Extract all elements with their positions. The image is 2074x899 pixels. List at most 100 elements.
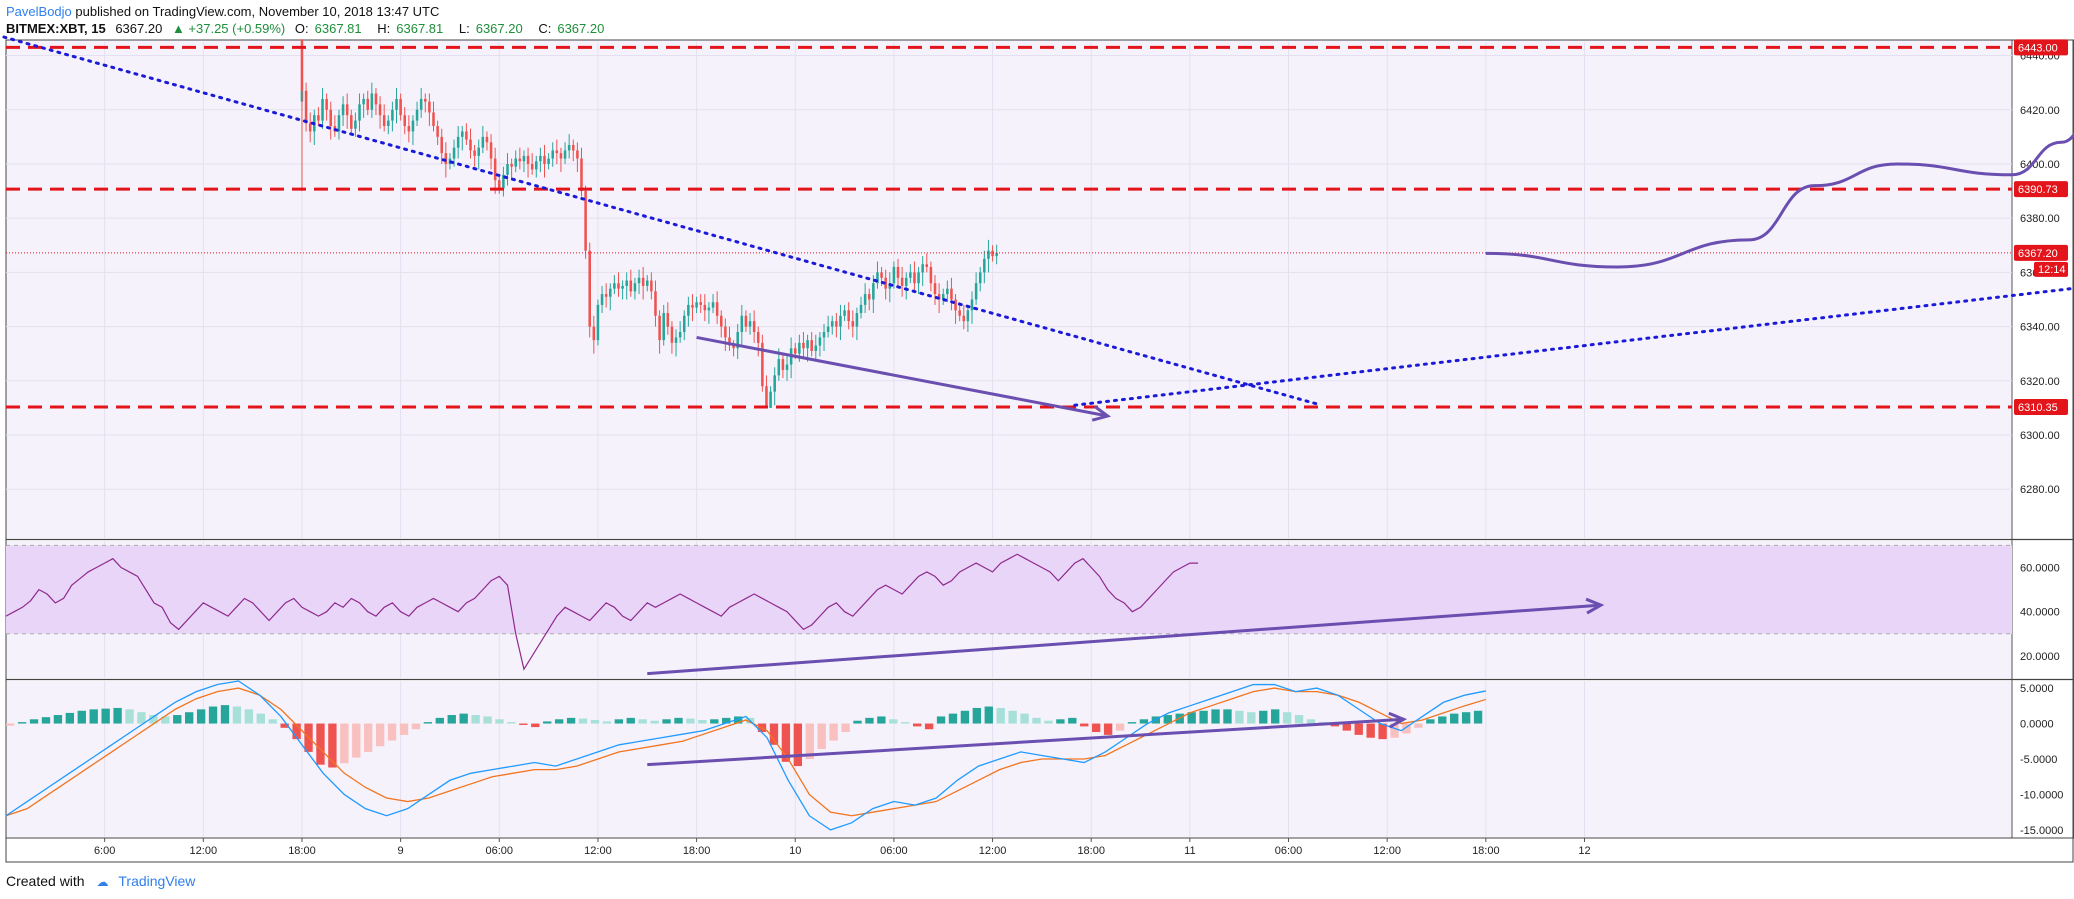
rsi-divergence-arrow-head: [1585, 597, 1605, 615]
candle-body: [666, 313, 670, 327]
y-tick-label: 6280.00: [2020, 484, 2060, 496]
rsi-divergence-arrow[interactable]: [647, 603, 1602, 676]
candle-body: [477, 147, 480, 156]
candle-body: [444, 153, 448, 164]
macd-histogram-bar: [1044, 720, 1053, 724]
macd-histogram-bar: [1223, 709, 1232, 724]
candle-body: [350, 115, 353, 129]
macd-histogram-bar: [805, 723, 814, 759]
candle-body: [654, 291, 657, 316]
candle-body: [436, 126, 439, 137]
macd-histogram-bar: [543, 721, 552, 724]
candle-body: [374, 93, 378, 105]
macd-histogram-bar: [638, 719, 647, 724]
macd-histogram-bar: [89, 709, 98, 724]
macd-histogram-bar: [411, 723, 421, 730]
candle-body: [744, 315, 748, 327]
candle-body: [921, 264, 924, 273]
macd-histogram-bar: [364, 723, 373, 752]
macd-histogram-bar: [375, 723, 385, 747]
candle-body: [863, 294, 867, 305]
x-tick-label: 18:00: [1472, 845, 1500, 857]
candle-body: [880, 272, 883, 278]
publish-text: published on TradingView.com, November 1…: [75, 4, 440, 19]
macd-histogram-bar: [340, 723, 349, 764]
candle-body: [465, 131, 468, 140]
candle-body: [970, 299, 974, 311]
macd-histogram-bar: [889, 719, 898, 724]
macd-histogram-bar: [733, 716, 743, 724]
candle-body: [378, 104, 382, 116]
candle-body: [428, 101, 431, 113]
candle-body: [851, 321, 855, 327]
y-tick-label: 6340.00: [2020, 322, 2060, 334]
candle-body: [978, 272, 982, 284]
projection-curve[interactable]: [1485, 115, 2074, 269]
candle-body: [325, 98, 328, 110]
author-link[interactable]: PavelBodjo: [6, 4, 72, 19]
x-tick-label: 12:00: [1373, 845, 1401, 857]
candle-body: [933, 283, 937, 295]
candle-body: [913, 272, 916, 284]
candle-body: [526, 155, 530, 164]
candle-body: [859, 304, 863, 314]
price-tag-label: 6443.00: [2018, 42, 2058, 54]
macd-histogram-bar: [352, 723, 361, 758]
y-tick-label: 6420.00: [2020, 105, 2060, 117]
symbol-label[interactable]: BITMEX:XBT, 15: [6, 21, 106, 36]
x-tick-label: 9: [398, 845, 404, 857]
candle-body: [555, 150, 559, 154]
macd-histogram-bar: [710, 719, 719, 724]
candle-body: [674, 337, 678, 343]
macd-histogram-bar: [1306, 719, 1316, 724]
macd-histogram-bar: [280, 723, 289, 728]
x-tick-label: 18:00: [1077, 845, 1105, 857]
candle-body: [847, 310, 850, 322]
rsi-tick-label: 20.0000: [2020, 651, 2060, 663]
candle-body: [740, 315, 744, 333]
candle-body: [909, 272, 912, 278]
candle-body: [822, 332, 826, 338]
tradingview-brand-link[interactable]: TradingView: [118, 873, 196, 889]
macd-histogram-bar: [399, 723, 409, 735]
macd-histogram-bar: [328, 723, 337, 768]
macd-histogram-bar: [566, 717, 576, 724]
candle-body: [461, 131, 464, 137]
rsi-line: [5, 553, 1199, 671]
macd-histogram-bar: [173, 715, 182, 724]
dotted-uptrend-line[interactable]: [1073, 226, 2074, 407]
macd-histogram-bar: [1282, 712, 1292, 724]
candle-body: [699, 302, 702, 305]
candle-body: [715, 302, 719, 316]
publish-info: PavelBodjo published on TradingView.com,…: [6, 4, 439, 20]
macd-histogram-bar: [1438, 716, 1447, 724]
price-divergence-arrow[interactable]: [696, 335, 1108, 418]
candle-body: [682, 315, 686, 333]
dotted-downtrend-line[interactable]: [0, 28, 1323, 407]
candle-body: [958, 310, 961, 316]
macd-histogram-bar: [1068, 717, 1077, 724]
macd-divergence-arrow[interactable]: [647, 717, 1404, 767]
price-pane: [6, 40, 2012, 538]
macd-histogram-bar: [1008, 710, 1017, 724]
price-tag-label: 6367.20: [2018, 248, 2058, 260]
last-price: 6367.20: [115, 21, 163, 36]
macd-histogram-bar: [101, 708, 110, 724]
macd-histogram-bar: [471, 715, 480, 724]
candle-body: [645, 280, 649, 286]
rsi-tick-label: 40.0000: [2020, 607, 2060, 619]
macd-histogram-bar: [41, 717, 51, 724]
footer: Created with ☁ TradingView: [6, 872, 195, 891]
macd-histogram-bar: [1354, 723, 1363, 735]
macd-tick-label: 0.0000: [2020, 719, 2054, 731]
macd-histogram-bar: [185, 712, 194, 724]
candle-body: [300, 39, 304, 91]
candle-body: [691, 304, 694, 308]
macd-histogram-bar: [1473, 710, 1483, 724]
macd-histogram-bar: [650, 720, 659, 724]
candle-body: [954, 299, 957, 311]
candle-body: [917, 272, 920, 284]
macd-histogram-bar: [1199, 710, 1208, 724]
macd-histogram-bar: [948, 713, 958, 724]
